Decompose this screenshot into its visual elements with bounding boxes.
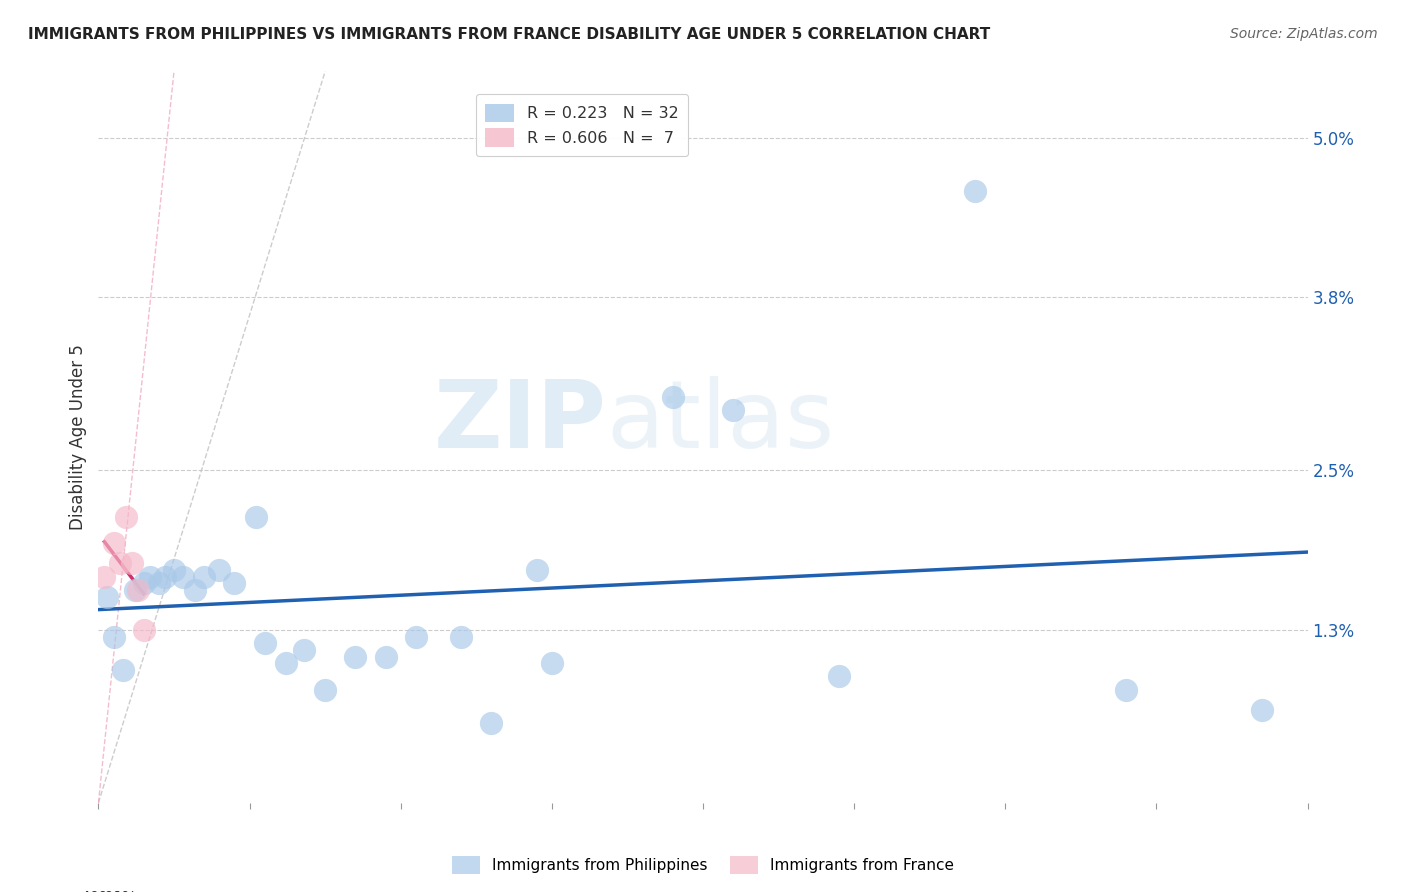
Point xyxy=(828,669,851,683)
Y-axis label: Disability Age Under 5: Disability Age Under 5 xyxy=(69,344,87,530)
Point xyxy=(208,563,231,577)
Point xyxy=(93,570,115,584)
Point xyxy=(481,716,503,731)
Point xyxy=(153,570,176,584)
Point xyxy=(132,623,155,637)
Point xyxy=(965,184,987,198)
Point xyxy=(253,636,276,650)
Point xyxy=(111,663,134,677)
Point xyxy=(103,536,125,550)
Point xyxy=(96,590,118,604)
Text: atlas: atlas xyxy=(606,376,835,468)
Point xyxy=(132,576,155,591)
Point xyxy=(374,649,396,664)
Point xyxy=(124,582,146,597)
Point xyxy=(184,582,207,597)
Text: 40.0%: 40.0% xyxy=(80,890,129,892)
Point xyxy=(1251,703,1274,717)
Text: ZIP: ZIP xyxy=(433,376,606,468)
Point xyxy=(450,630,472,644)
Point xyxy=(344,649,367,664)
Point xyxy=(148,576,170,591)
Point xyxy=(163,563,186,577)
Point xyxy=(103,630,125,644)
Point xyxy=(224,576,246,591)
Point xyxy=(723,403,745,417)
Text: Source: ZipAtlas.com: Source: ZipAtlas.com xyxy=(1230,27,1378,41)
Point xyxy=(1115,682,1137,697)
Point xyxy=(121,557,143,571)
Point xyxy=(274,656,297,670)
Point xyxy=(526,563,548,577)
Point xyxy=(541,656,564,670)
Point xyxy=(172,570,194,584)
Text: 0.0%: 0.0% xyxy=(98,890,138,892)
Point xyxy=(245,509,267,524)
Point xyxy=(127,582,149,597)
Point xyxy=(662,390,685,404)
Point xyxy=(193,570,215,584)
Point xyxy=(139,570,162,584)
Point xyxy=(405,630,427,644)
Legend: R = 0.223   N = 32, R = 0.606   N =  7: R = 0.223 N = 32, R = 0.606 N = 7 xyxy=(475,94,689,156)
Legend: Immigrants from Philippines, Immigrants from France: Immigrants from Philippines, Immigrants … xyxy=(446,850,960,880)
Text: IMMIGRANTS FROM PHILIPPINES VS IMMIGRANTS FROM FRANCE DISABILITY AGE UNDER 5 COR: IMMIGRANTS FROM PHILIPPINES VS IMMIGRANT… xyxy=(28,27,990,42)
Point xyxy=(292,643,315,657)
Point xyxy=(314,682,336,697)
Point xyxy=(114,509,136,524)
Point xyxy=(108,557,131,571)
